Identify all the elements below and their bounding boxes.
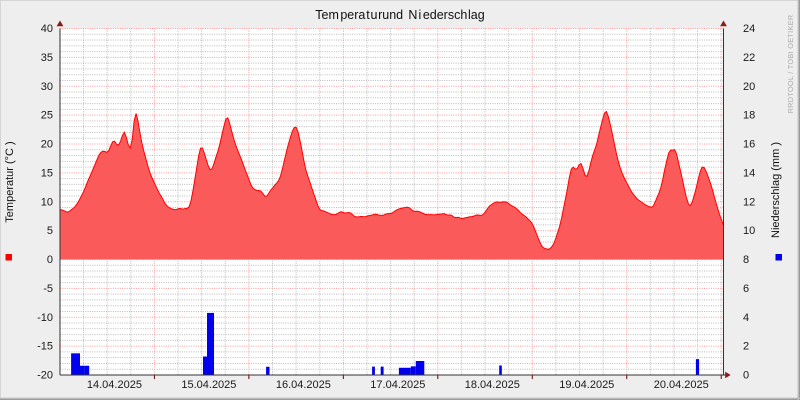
svg-text:15.04.2025: 15.04.2025 [181,379,236,391]
svg-text:19.04.2025: 19.04.2025 [559,379,614,391]
svg-text:16: 16 [743,139,755,151]
svg-text:18.04.2025: 18.04.2025 [465,379,520,391]
svg-text:0: 0 [743,370,749,382]
svg-text:0: 0 [47,254,53,266]
svg-text:Temperaturund Niederschlag: Temperaturund Ni ederschlag [315,8,484,22]
svg-text:18: 18 [743,110,755,122]
svg-text:25: 25 [41,110,53,122]
svg-text:-20: -20 [37,370,53,382]
svg-text:8: 8 [743,254,749,266]
svg-text:10: 10 [743,225,755,237]
svg-text:10: 10 [41,196,53,208]
svg-text:Temperatur (°C ): Temperatur (°C ) [4,141,16,222]
svg-text:40: 40 [41,23,53,35]
svg-text:4: 4 [743,312,749,324]
svg-text:-10: -10 [37,312,53,324]
svg-text:12: 12 [743,196,755,208]
svg-text:-15: -15 [37,341,53,353]
svg-text:20.04.2025: 20.04.2025 [654,379,709,391]
svg-text:35: 35 [41,52,53,64]
svg-text:15: 15 [41,167,53,179]
svg-text:20: 20 [41,139,53,151]
svg-text:-5: -5 [43,283,53,295]
svg-text:22: 22 [743,52,755,64]
svg-text:5: 5 [47,225,53,237]
svg-text:Niederschlag (mm ): Niederschlag (mm ) [770,142,782,238]
svg-text:20: 20 [743,81,755,93]
svg-text:17.04.2025: 17.04.2025 [370,379,425,391]
svg-text:6: 6 [743,283,749,295]
svg-text:14: 14 [743,167,755,179]
svg-text:24: 24 [743,23,755,35]
svg-text:16.04.2025: 16.04.2025 [276,379,331,391]
svg-text:2: 2 [743,341,749,353]
svg-text:14.04.2025: 14.04.2025 [87,379,142,391]
svg-text:RRDTOOL / TOBI OETIKER: RRDTOOL / TOBI OETIKER [786,15,795,114]
svg-text:30: 30 [41,81,53,93]
